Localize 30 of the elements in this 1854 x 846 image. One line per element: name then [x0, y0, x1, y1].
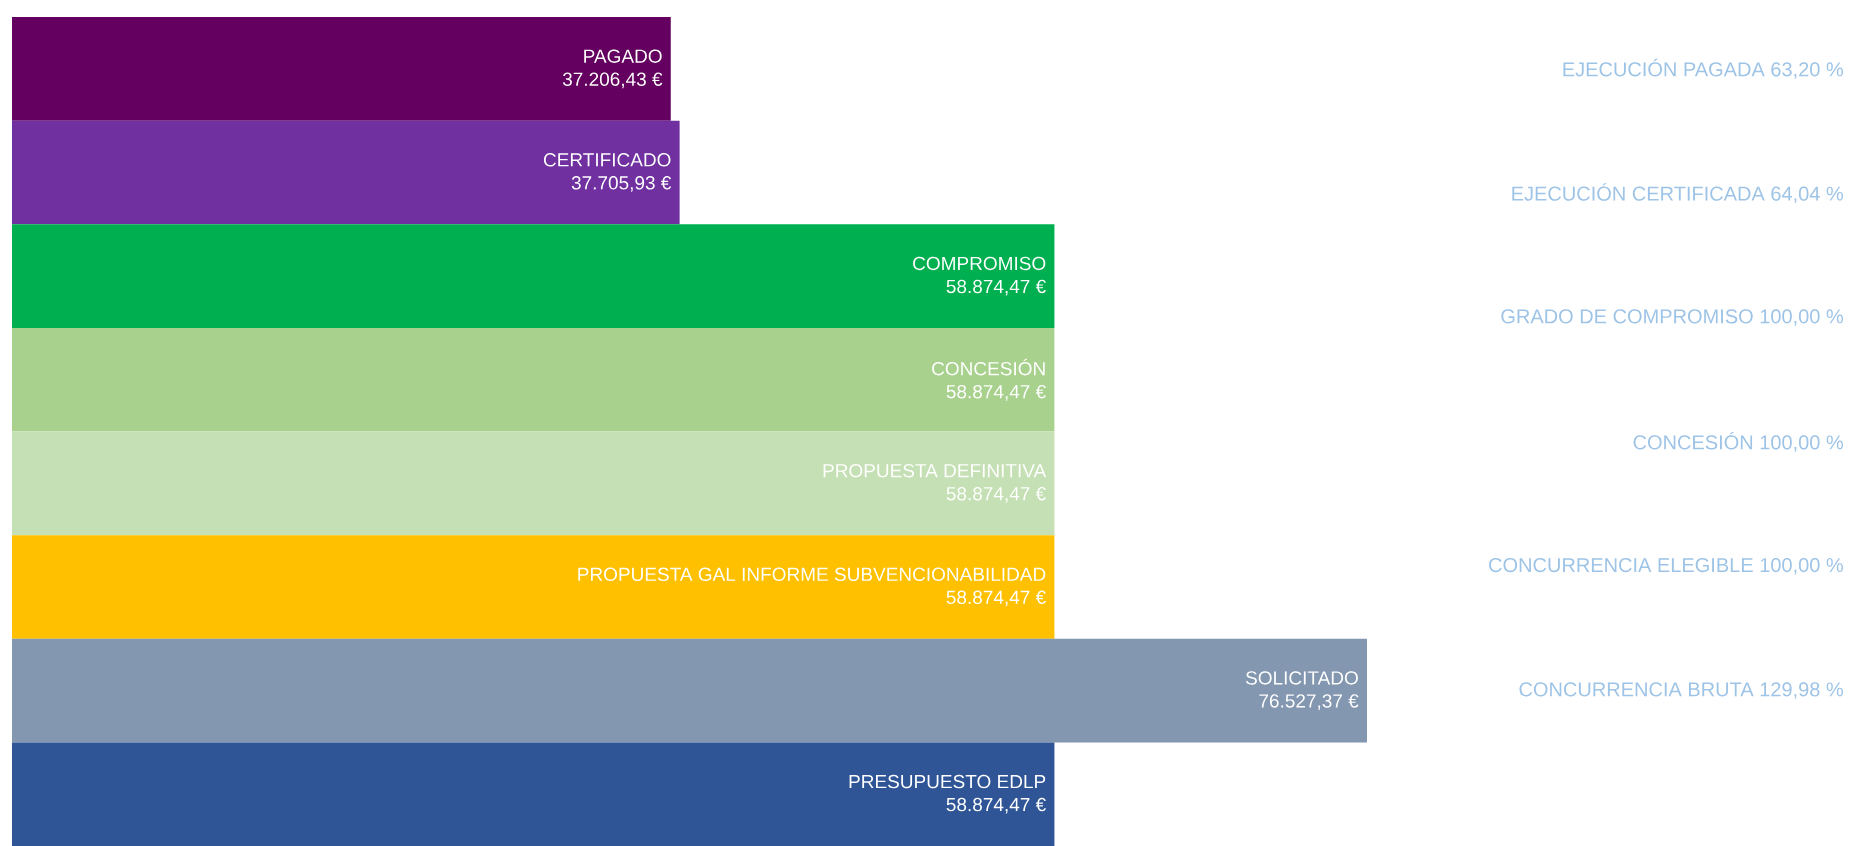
bar: [12, 535, 1055, 639]
data-label: 76.527,37 €: [1259, 694, 1359, 710]
y-tick-label: PROPUESTA DEFINITIVA: [823, 463, 1047, 478]
bar: [12, 431, 1055, 536]
y-tick-label: SOLICITADO: [1245, 671, 1358, 685]
bar: [12, 120, 680, 225]
data-label: 58.874,47 €: [946, 279, 1046, 296]
y-tick-label: PRESUPUESTO EDLP: [849, 774, 1046, 789]
data-label: 37.705,93 €: [571, 176, 672, 192]
bar: [12, 224, 1055, 328]
text: GRADO DE COMPROMISO 100,00 %: [1501, 309, 1844, 326]
bar: [12, 742, 1055, 846]
data-label: 58.874,47 €: [946, 486, 1046, 503]
y-tick-label: PROPUESTA GAL INFORME SUBVENCIONABILIDAD: [578, 567, 1046, 582]
text: EJECUCIÓN PAGADA 63,20 %: [1563, 58, 1844, 79]
data-label: 58.874,47 €: [946, 797, 1046, 814]
y-tick-label: PAGADO: [584, 49, 662, 63]
bar: [12, 327, 1055, 432]
text: CONCESIÓN 100,00 %: [1633, 431, 1844, 452]
y-tick-label: CONCESIÓN: [932, 358, 1045, 376]
y-tick-label: COMPROMISO: [913, 256, 1046, 271]
text: CONCURRENCIA ELEGIBLE 100,00 %: [1489, 557, 1844, 575]
data-label: 37.206,43 €: [562, 72, 663, 89]
data-label: 58.874,47 €: [946, 590, 1046, 607]
text: EJECUCIÓN CERTIFICADA 64,04 %: [1512, 183, 1844, 204]
text: CONCURRENCIA BRUTA 129,98 %: [1519, 682, 1844, 699]
data-label: 58.874,47 €: [946, 384, 1046, 401]
bar: [12, 638, 1367, 743]
bar: [12, 17, 671, 121]
y-tick-label: CERTIFICADO: [543, 153, 671, 167]
